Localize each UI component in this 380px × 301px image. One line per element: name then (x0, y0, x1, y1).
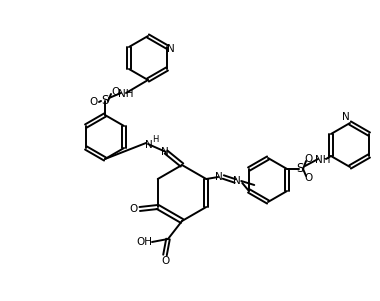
Text: N: N (145, 140, 153, 150)
Text: H: H (152, 135, 158, 144)
Text: O: O (111, 87, 119, 97)
Text: S: S (101, 95, 109, 107)
Text: O: O (304, 173, 312, 183)
Text: O: O (130, 204, 138, 214)
Text: N: N (167, 44, 175, 54)
Text: N: N (342, 112, 350, 122)
Text: NH: NH (118, 89, 134, 99)
Text: N: N (215, 172, 223, 182)
Text: S: S (296, 163, 304, 175)
Text: O: O (90, 97, 98, 107)
Text: N: N (233, 176, 241, 186)
Text: OH: OH (136, 237, 152, 247)
Text: O: O (304, 154, 312, 164)
Text: O: O (161, 256, 169, 266)
Text: NH: NH (315, 155, 331, 165)
Text: N: N (161, 147, 169, 157)
